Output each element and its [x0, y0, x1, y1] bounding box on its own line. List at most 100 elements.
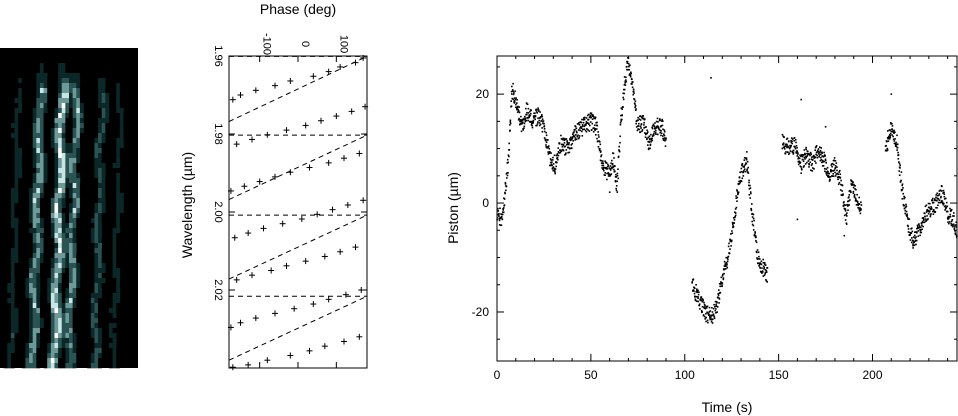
- piston-point: [556, 157, 559, 159]
- heatmap-cell: [36, 158, 41, 164]
- heatmap-cell: [43, 138, 48, 144]
- piston-point: [943, 205, 946, 208]
- piston-point: [924, 215, 926, 218]
- piston-point: [845, 223, 848, 225]
- piston-point: [588, 116, 591, 119]
- heatmap-cell: [119, 128, 124, 134]
- heatmap-cell: [112, 223, 117, 229]
- heatmap-cell: [105, 123, 110, 129]
- heatmap-cell: [50, 323, 55, 329]
- piston-point: [523, 122, 526, 125]
- heatmap-cell: [14, 268, 19, 274]
- heatmap-cell: [101, 168, 106, 174]
- heatmap-cell: [65, 363, 70, 369]
- heatmap-cell: [54, 188, 59, 194]
- heatmap-cell: [98, 348, 102, 354]
- piston-point: [797, 153, 799, 155]
- heatmap-cell: [90, 238, 95, 244]
- phase-point: [283, 262, 290, 269]
- heatmap-cell: [10, 178, 15, 184]
- piston-point: [597, 131, 599, 133]
- piston-point: [535, 111, 538, 113]
- heatmap-cell: [72, 143, 77, 149]
- heatmap-cell: [98, 248, 102, 254]
- piston-point: [663, 133, 665, 135]
- piston-point: [916, 227, 918, 230]
- heatmap-cell: [69, 163, 73, 169]
- piston-point: [502, 208, 504, 210]
- piston-point: [754, 231, 756, 233]
- heatmap-cell: [43, 158, 48, 164]
- heatmap-cell: [94, 198, 99, 204]
- piston-point: [833, 163, 835, 166]
- piston-point: [643, 121, 645, 124]
- piston-outlier-point: [824, 126, 827, 128]
- piston-point: [595, 134, 597, 136]
- heatmap-cell: [72, 148, 77, 154]
- piston-point: [954, 232, 957, 234]
- heatmap-cell: [65, 108, 70, 114]
- heatmap-cell: [29, 308, 33, 314]
- piston-point: [750, 208, 753, 210]
- piston-point: [657, 126, 660, 128]
- heatmap-cell: [36, 208, 41, 214]
- heatmap-cell: [39, 263, 44, 269]
- heatmap-cell: [54, 263, 59, 269]
- heatmap-cell: [50, 128, 55, 134]
- heatmap-cell: [116, 288, 121, 294]
- piston-point: [808, 166, 810, 168]
- heatmap-cell: [65, 148, 70, 154]
- piston-point: [520, 130, 523, 133]
- heatmap-cell: [61, 108, 66, 114]
- piston-y-tick-label: 20: [476, 87, 490, 101]
- heatmap-cell: [14, 243, 19, 249]
- heatmap-cell: [94, 273, 99, 279]
- piston-point: [950, 222, 952, 225]
- piston-point: [665, 137, 667, 140]
- heatmap-cell: [18, 113, 23, 119]
- piston-point: [632, 90, 635, 92]
- heatmap-cell: [98, 238, 102, 244]
- heatmap-cell: [29, 298, 33, 304]
- piston-point: [609, 165, 612, 167]
- piston-point: [904, 196, 906, 199]
- heatmap-cell: [65, 318, 70, 324]
- heatmap-cell: [116, 208, 121, 214]
- piston-point: [893, 132, 895, 134]
- heatmap-cell: [72, 283, 77, 289]
- heatmap-cell: [119, 68, 124, 74]
- heatmap-cell: [94, 193, 99, 199]
- heatmap-cell: [36, 328, 41, 334]
- piston-point: [914, 239, 917, 242]
- piston-point: [545, 131, 547, 134]
- heatmap-cell: [39, 213, 44, 219]
- piston-point: [502, 211, 505, 214]
- piston-point: [566, 140, 568, 142]
- piston-point: [615, 176, 618, 178]
- piston-point: [734, 208, 737, 210]
- heatmap-cell: [10, 203, 15, 209]
- piston-point: [649, 143, 652, 146]
- heatmap-cell: [58, 273, 63, 279]
- heatmap-cell: [69, 98, 73, 104]
- heatmap-cell: [94, 183, 99, 189]
- piston-point: [764, 264, 767, 266]
- heatmap-cell: [54, 258, 59, 264]
- piston-point: [944, 205, 947, 207]
- piston-point: [899, 164, 901, 167]
- heatmap-cell: [14, 208, 19, 214]
- piston-point: [922, 217, 925, 219]
- heatmap-cell: [94, 228, 99, 234]
- heatmap-cell: [54, 303, 59, 309]
- phase-point: [344, 201, 351, 208]
- heatmap-cell: [108, 338, 113, 344]
- piston-point: [586, 114, 589, 117]
- piston-point: [907, 228, 910, 230]
- heatmap-cell: [119, 193, 124, 199]
- heatmap-cell: [58, 253, 63, 259]
- piston-point: [573, 134, 575, 137]
- heatmap-cell: [32, 128, 37, 134]
- heatmap-cell: [61, 328, 66, 334]
- heatmap-cell: [108, 333, 113, 339]
